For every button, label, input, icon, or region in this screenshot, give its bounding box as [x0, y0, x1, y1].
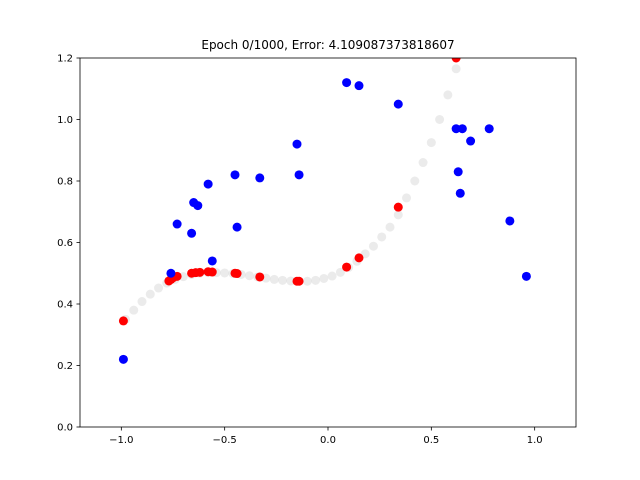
curve-point	[426, 138, 436, 148]
curve-point	[154, 283, 164, 293]
curve-point	[311, 275, 321, 285]
data-point	[203, 179, 213, 189]
data-point	[505, 216, 515, 226]
curve-point	[393, 210, 403, 220]
prediction-point	[232, 269, 242, 279]
curve-point	[402, 193, 412, 203]
data-point	[453, 167, 463, 177]
curve-point	[327, 271, 337, 281]
data-points-layer	[118, 78, 531, 364]
curve-point	[335, 267, 345, 277]
data-point	[354, 81, 364, 91]
x-axis-ticks: −1.0 −0.5 0.0 0.5 1.0	[109, 427, 543, 446]
curve-point	[435, 115, 445, 124]
data-point	[166, 268, 176, 278]
prediction-point	[294, 276, 304, 286]
axes-background	[80, 58, 576, 427]
prediction-point	[451, 58, 461, 63]
curve-point	[443, 90, 453, 100]
y-axis-ticks: 0.0 0.2 0.4 0.6 0.8 1.0 1.2	[57, 54, 80, 434]
data-point	[342, 78, 352, 88]
y-tick-label: 0.8	[57, 177, 73, 188]
prediction-point	[393, 202, 403, 212]
x-tick-label: 0.5	[423, 435, 439, 446]
data-point	[255, 173, 265, 183]
curve-point	[377, 232, 387, 242]
data-point	[451, 124, 461, 134]
y-tick-label: 1.2	[57, 54, 73, 65]
data-point	[455, 188, 465, 198]
y-tick-label: 1.0	[57, 115, 73, 126]
x-tick-label: 1.0	[527, 435, 543, 446]
curve-point	[319, 273, 329, 283]
y-tick-label: 0.6	[57, 238, 73, 249]
prediction-point	[207, 267, 217, 277]
curve-point	[129, 305, 139, 315]
curve-point	[278, 275, 288, 285]
data-point	[521, 271, 531, 281]
prediction-point	[255, 272, 265, 282]
data-point	[230, 170, 240, 180]
data-point	[294, 170, 304, 180]
x-tick-label: −1.0	[109, 435, 133, 446]
y-tick-label: 0.4	[57, 300, 73, 311]
curve-point	[269, 274, 279, 284]
curve-point	[385, 222, 395, 232]
data-point	[118, 354, 128, 364]
y-tick-label: 0.0	[57, 423, 73, 434]
data-point	[292, 139, 302, 149]
data-point	[193, 201, 203, 211]
data-point	[393, 99, 403, 109]
data-point	[484, 124, 494, 134]
prediction-point	[342, 262, 352, 272]
curve-point	[220, 268, 230, 278]
curve-point	[410, 176, 420, 186]
prediction-point	[354, 253, 364, 263]
data-point	[207, 256, 217, 266]
plot-area	[80, 58, 576, 427]
curve-point	[244, 271, 254, 281]
curve-point	[145, 289, 155, 299]
prediction-point	[195, 267, 205, 277]
data-point	[466, 136, 476, 146]
y-tick-label: 0.2	[57, 361, 73, 372]
data-point	[232, 222, 242, 232]
curve-point	[368, 241, 378, 251]
curve-point	[137, 297, 147, 307]
curve-point	[418, 158, 428, 168]
curve-point	[302, 276, 312, 286]
chart-title: Epoch 0/1000, Error: 4.109087373818607	[201, 38, 454, 52]
curve-point	[451, 64, 461, 74]
data-point	[187, 228, 197, 238]
data-point	[457, 124, 467, 134]
x-tick-label: 0.0	[320, 435, 336, 446]
data-point	[172, 219, 182, 229]
x-tick-label: −0.5	[213, 435, 237, 446]
prediction-point	[118, 316, 128, 326]
